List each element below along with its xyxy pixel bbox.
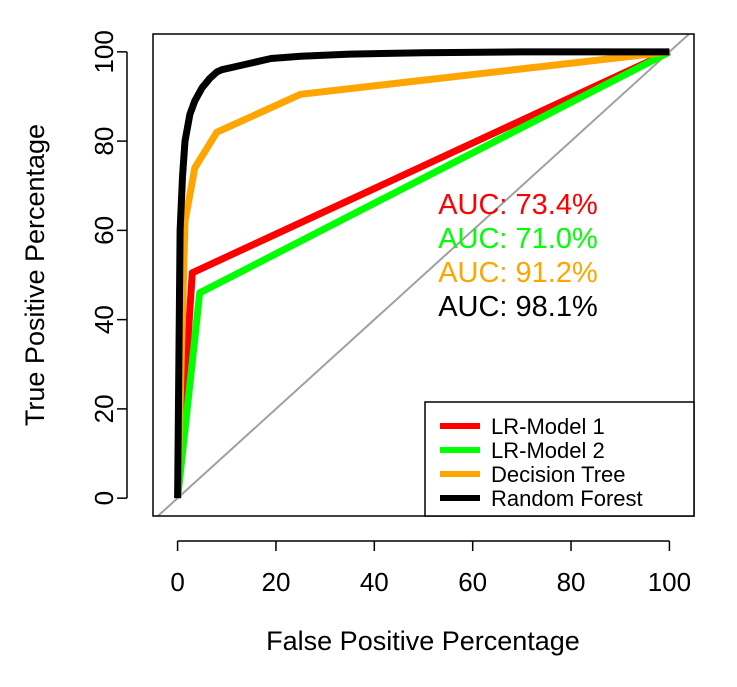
legend-label: LR-Model 1 bbox=[491, 414, 605, 439]
y-tick-label: 100 bbox=[89, 30, 119, 73]
series-line-3 bbox=[174, 48, 670, 499]
series-line-4 bbox=[174, 48, 670, 499]
x-tick-label: 20 bbox=[261, 567, 290, 597]
y-tick-label: 0 bbox=[89, 491, 119, 505]
auc-label-3: AUC: 91.2% bbox=[438, 257, 598, 289]
y-axis: 0 20 40 60 80 100 bbox=[89, 30, 128, 505]
x-tick-label: 40 bbox=[360, 567, 389, 597]
x-tick-label: 100 bbox=[648, 567, 691, 597]
x-tick-label: 60 bbox=[458, 567, 487, 597]
legend-label: Random Forest bbox=[491, 486, 643, 511]
y-axis-title: True Positive Percentage bbox=[20, 124, 50, 426]
x-axis-title: False Positive Percentage bbox=[266, 626, 580, 656]
x-tick-label: 80 bbox=[557, 567, 586, 597]
y-tick-label: 40 bbox=[89, 305, 119, 334]
auc-label-4: AUC: 98.1% bbox=[438, 291, 598, 323]
y-tick-label: 60 bbox=[89, 216, 119, 245]
roc-curves bbox=[174, 48, 671, 499]
diagonal-line bbox=[157, 33, 690, 517]
y-tick-label: 80 bbox=[89, 127, 119, 156]
legend-label: Decision Tree bbox=[491, 462, 626, 487]
legend-label: LR-Model 2 bbox=[491, 438, 605, 463]
x-tick-label: 0 bbox=[170, 567, 184, 597]
x-axis: 0 20 40 60 80 100 bbox=[170, 540, 691, 597]
plot-frame bbox=[152, 33, 695, 517]
series-line-2 bbox=[174, 48, 671, 499]
diagonal-reference-line bbox=[157, 33, 690, 517]
y-tick-label: 20 bbox=[89, 394, 119, 423]
auc-label-2: AUC: 71.0% bbox=[438, 223, 598, 255]
auc-label-1: AUC: 73.4% bbox=[438, 189, 598, 221]
auc-labels: AUC: 73.4%AUC: 71.0%AUC: 91.2%AUC: 98.1% bbox=[438, 189, 598, 323]
